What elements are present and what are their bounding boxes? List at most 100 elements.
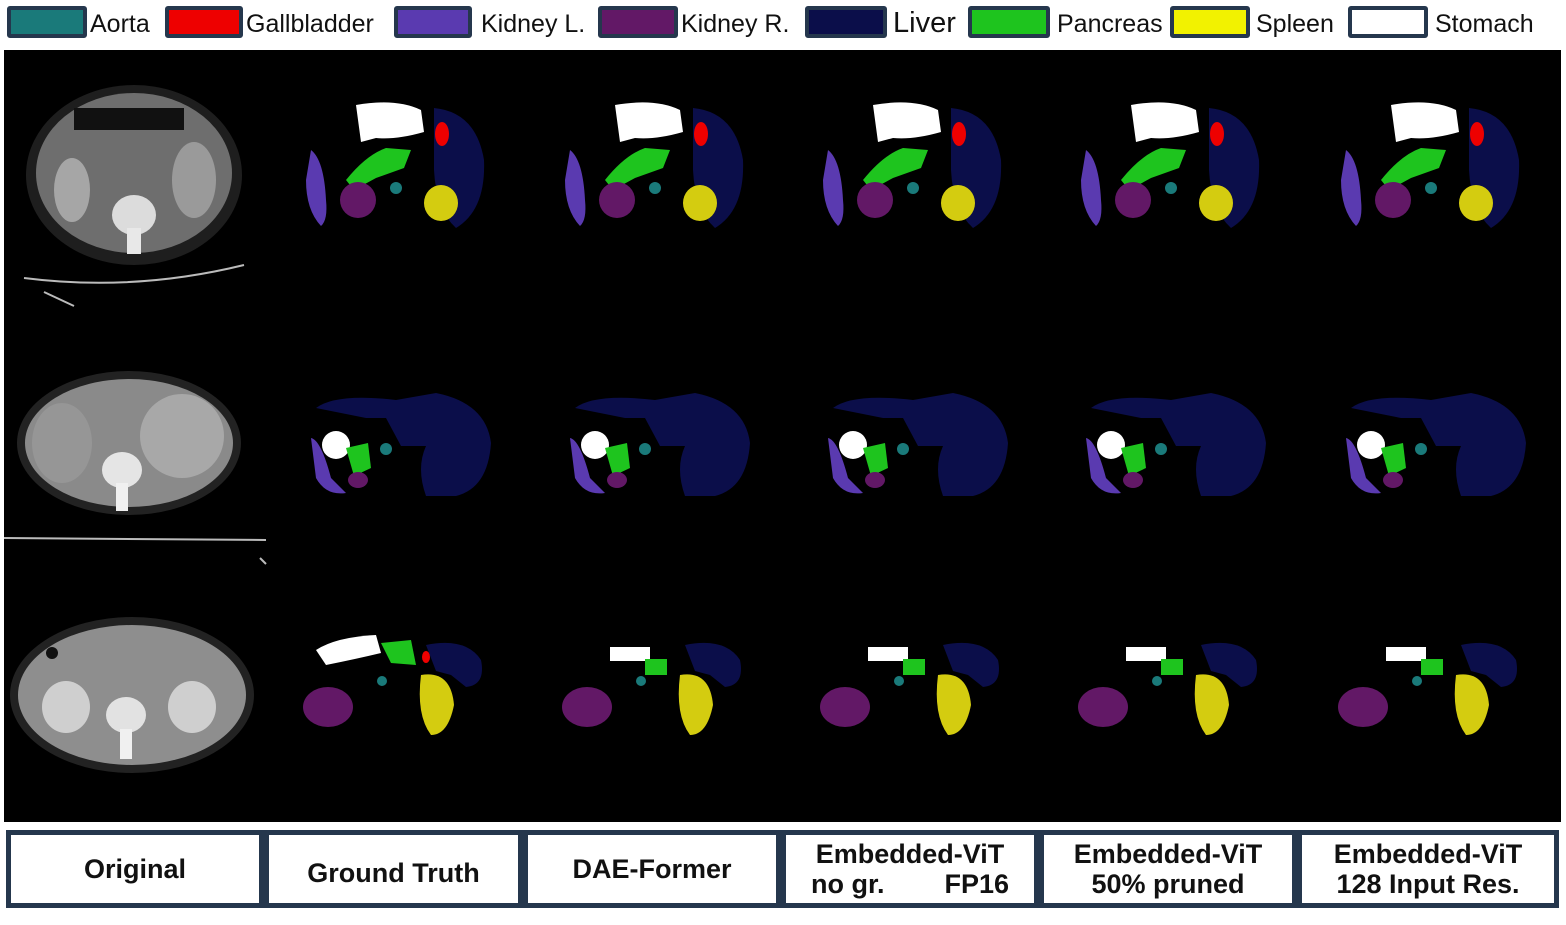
ct-table-line	[3, 537, 267, 541]
pancreas-swatch	[968, 6, 1050, 38]
stomach-mask	[1131, 102, 1199, 142]
aorta-mask	[639, 443, 651, 455]
kidney-l-mask	[1341, 150, 1362, 226]
kidney-r-mask	[599, 182, 635, 218]
stomach-mask	[1357, 431, 1385, 459]
aorta-mask	[907, 182, 919, 194]
liver-mask	[426, 642, 482, 687]
legend: Aorta Gallbladder Kidney L. Kidney R. Li…	[0, 0, 1566, 50]
grid-cell	[1341, 102, 1520, 228]
segmentation-grid-svg	[3, 85, 1526, 773]
pancreas-mask	[903, 659, 925, 675]
aorta-mask	[390, 182, 402, 194]
liver-mask	[685, 642, 741, 687]
legend-label-kidney-l: Kidney L.	[481, 10, 586, 38]
column-label-line2: 128 Input Res.	[1336, 869, 1520, 899]
stomach-mask	[356, 102, 424, 142]
liver-mask	[943, 642, 999, 687]
liver-mask	[833, 393, 1008, 496]
aorta-mask	[894, 676, 904, 686]
gallbladder-swatch	[165, 6, 243, 38]
grid-cell	[23, 85, 245, 307]
kidney-r-mask	[1383, 472, 1403, 488]
grid-cell	[562, 642, 741, 735]
grid-cell	[10, 617, 254, 773]
legend-label-spleen: Spleen	[1256, 10, 1334, 38]
pancreas-mask	[645, 659, 667, 675]
grid-cell	[823, 102, 1002, 228]
aorta-mask	[1165, 182, 1177, 194]
column-label-embedded-vit-fp16: Embedded-ViT no gr. FP16	[781, 830, 1039, 908]
pancreas-mask	[605, 443, 630, 476]
column-label-line2: no gr. FP16	[810, 869, 1010, 899]
column-label-line1: DAE-Former	[572, 854, 732, 884]
kidney-r-mask	[348, 472, 368, 488]
kidney-r-mask	[1375, 182, 1411, 218]
ct-bowel-gas	[74, 108, 184, 130]
pancreas-mask	[381, 640, 416, 665]
ct-liver	[140, 394, 224, 478]
aorta-mask	[377, 676, 387, 686]
pancreas-mask	[346, 148, 411, 190]
grid-cell	[303, 635, 482, 735]
spleen-mask	[1459, 185, 1493, 221]
spleen-mask	[419, 674, 454, 735]
kidney-r-mask	[857, 182, 893, 218]
kidney-r-mask	[820, 687, 870, 727]
grid-cell	[570, 393, 750, 496]
ct-abdomen	[36, 93, 232, 253]
aorta-mask	[1415, 443, 1427, 455]
pancreas-mask	[863, 148, 928, 190]
column-label-ground-truth: Ground Truth	[264, 830, 523, 908]
column-label-line1: Embedded-ViT	[1073, 839, 1263, 869]
column-label-dae-former: DAE-Former	[523, 830, 781, 908]
kidney-l-swatch	[394, 6, 472, 38]
gallbladder-mask	[952, 122, 966, 146]
legend-label-pancreas: Pancreas	[1057, 10, 1163, 38]
ct-kidney	[42, 681, 90, 733]
kidney-l-mask	[311, 438, 346, 494]
column-label-embedded-vit-128: Embedded-ViT 128 Input Res.	[1297, 830, 1559, 908]
kidney-r-mask	[1115, 182, 1151, 218]
grid-cell	[820, 642, 999, 735]
column-label-original: Original	[6, 830, 264, 908]
kidney-r-mask	[865, 472, 885, 488]
ct-table-line	[259, 557, 267, 565]
kidney-l-mask	[1346, 438, 1381, 494]
kidney-r-mask	[340, 182, 376, 218]
pancreas-mask	[346, 443, 371, 476]
gallbladder-mask	[1210, 122, 1224, 146]
liver-mask	[316, 393, 491, 496]
stomach-mask	[1126, 647, 1166, 661]
liver-mask	[1091, 393, 1266, 496]
legend-label-kidney-r: Kidney R.	[681, 10, 790, 38]
kidney-l-mask	[828, 438, 863, 494]
column-label-line1: Ground Truth	[307, 858, 480, 888]
spleen-mask	[678, 674, 713, 735]
stomach-swatch	[1348, 6, 1428, 38]
pancreas-mask	[1161, 659, 1183, 675]
legend-label-aorta: Aorta	[90, 10, 150, 38]
stomach-mask	[610, 647, 650, 661]
aorta-mask	[897, 443, 909, 455]
ct-bowel-gas	[46, 647, 58, 659]
column-label-line2: 50% pruned	[1091, 869, 1245, 899]
grid-cell	[1086, 393, 1266, 496]
stomach-mask	[581, 431, 609, 459]
ct-spine	[106, 697, 146, 733]
kidney-r-mask	[562, 687, 612, 727]
pancreas-mask	[1121, 148, 1186, 190]
ct-spinous-process	[116, 483, 128, 511]
column-label-line1: Embedded-ViT	[1333, 839, 1523, 869]
pancreas-mask	[1381, 148, 1446, 190]
spleen-mask	[424, 185, 458, 221]
kidney-r-mask	[303, 687, 353, 727]
kidney-l-mask	[570, 438, 605, 494]
stomach-mask	[1097, 431, 1125, 459]
grid-cell	[1346, 393, 1526, 496]
pancreas-mask	[1381, 443, 1406, 476]
liver-mask	[1461, 642, 1517, 687]
ct-table-line	[23, 264, 245, 284]
legend-label-gallbladder: Gallbladder	[246, 10, 374, 38]
ct-spine	[112, 195, 156, 235]
